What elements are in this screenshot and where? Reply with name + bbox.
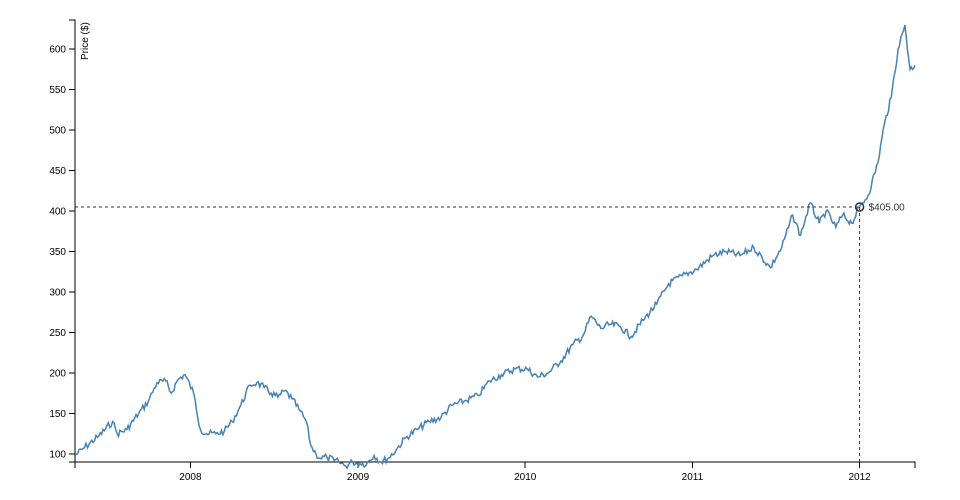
y-tick-label: 550 (49, 85, 66, 96)
x-tick-label: 2008 (179, 472, 202, 483)
x-axis: 2008 2009 2010 2011 2012 (74, 461, 916, 483)
x-tick-label: 2009 (347, 472, 370, 483)
y-tick-label: 200 (49, 368, 66, 379)
y-tick-label: 500 (49, 126, 66, 137)
y-tick-label: 100 (49, 449, 66, 460)
y-tick-label: 450 (49, 166, 66, 177)
y-tick-label: 300 (49, 288, 66, 299)
x-tick-label: 2010 (514, 472, 537, 483)
focus-value-label: $405.00 (869, 203, 906, 214)
x-tick-label: 2011 (682, 472, 704, 483)
x-tick-label: 2012 (848, 472, 871, 483)
y-tick-label: 400 (49, 207, 66, 218)
y-tick-label: 350 (49, 247, 66, 258)
price-series-line (74, 24, 916, 470)
y-tick-label: 250 (49, 328, 66, 339)
y-axis: 100 150 200 250 300 350 400 450 500 550 600 (49, 19, 76, 463)
x-axis-domain (74, 461, 916, 468)
y-tick-label: 600 (49, 45, 66, 56)
y-axis-title: Price ($) (80, 22, 91, 60)
y-tick-label: 150 (49, 409, 66, 420)
focus-marker[interactable] (854, 202, 865, 212)
y-axis-domain (69, 19, 76, 463)
